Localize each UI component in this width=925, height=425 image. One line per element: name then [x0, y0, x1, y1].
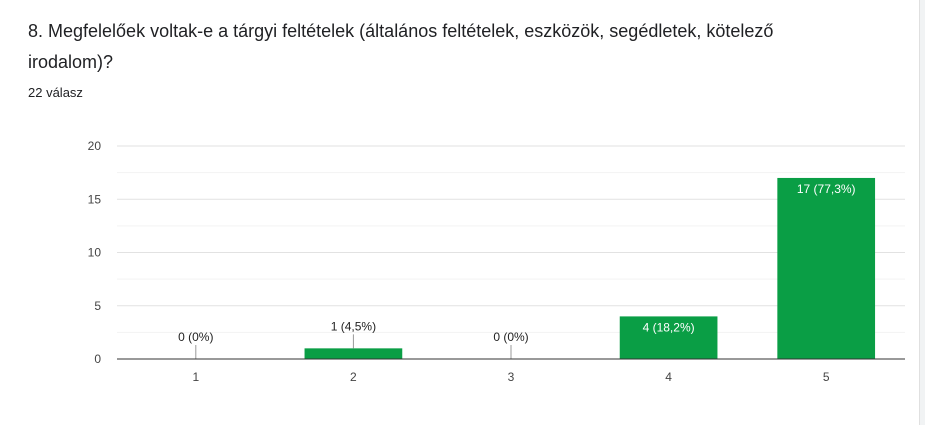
bar — [619, 316, 718, 359]
x-tick-label: 4 — [665, 370, 672, 384]
y-tick-label: 10 — [88, 246, 102, 260]
x-tick-label: 3 — [508, 370, 515, 384]
data-label: 17 (77,3%) — [797, 182, 856, 196]
y-tick-label: 20 — [88, 139, 102, 153]
question-title: 8. Megfelelőek voltak-e a tárgyi feltéte… — [28, 21, 774, 72]
x-tick-label: 2 — [350, 370, 357, 384]
y-tick-label: 5 — [94, 299, 101, 313]
scrollbar-track[interactable] — [920, 0, 925, 425]
response-count: 22 válasz — [28, 85, 83, 100]
x-tick-label: 5 — [823, 370, 830, 384]
data-label: 1 (4,5%) — [331, 319, 376, 333]
data-label: 0 (0%) — [178, 330, 213, 344]
data-label: 0 (0%) — [493, 330, 528, 344]
bar — [304, 348, 403, 359]
y-tick-label: 0 — [94, 352, 101, 366]
bar — [777, 177, 876, 359]
y-tick-label: 15 — [88, 192, 102, 206]
x-tick-label: 1 — [192, 370, 199, 384]
data-label: 4 (18,2%) — [643, 320, 695, 334]
